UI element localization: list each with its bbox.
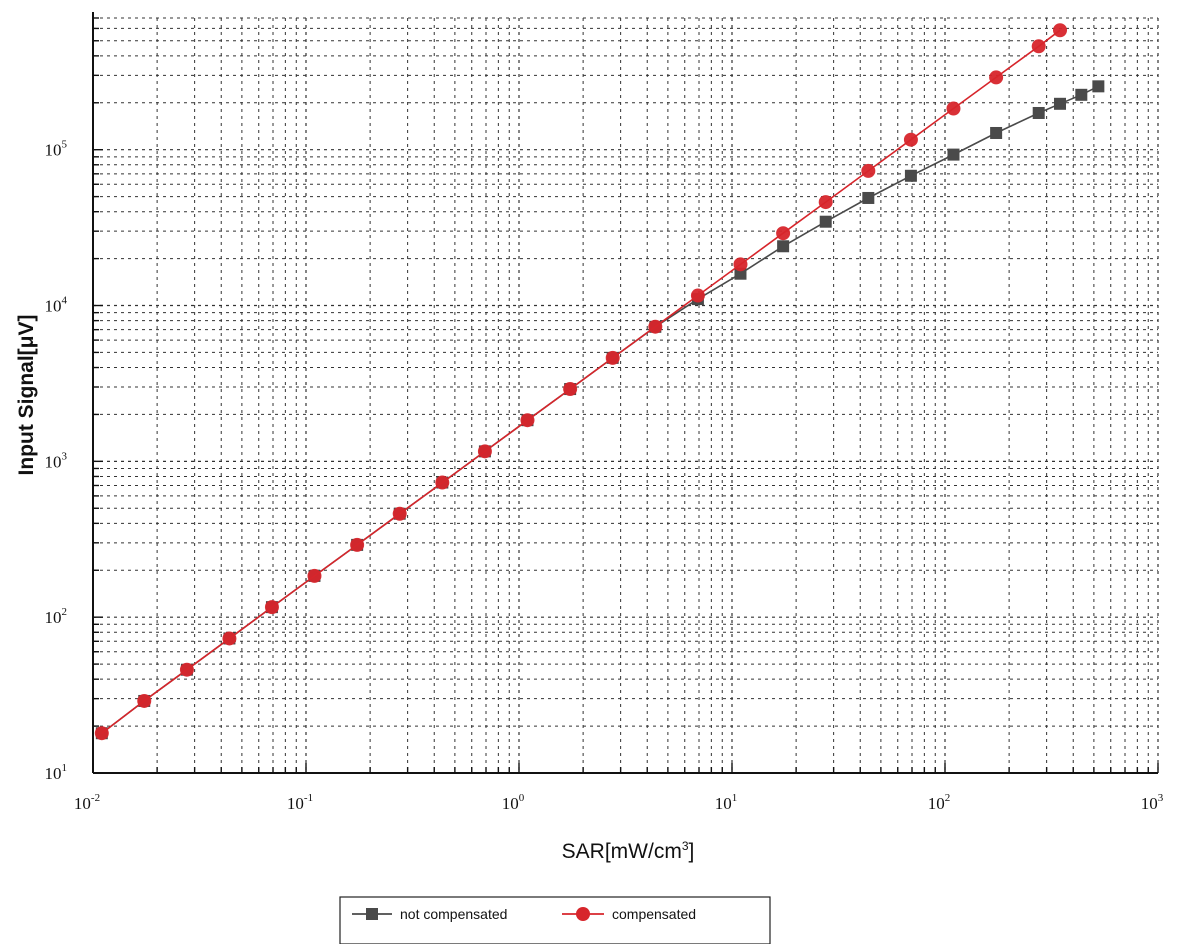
data-point-circle	[1031, 39, 1046, 54]
legend-circle-marker	[576, 907, 590, 921]
x-tick-label: 10-1	[287, 792, 313, 813]
data-point-circle	[861, 163, 876, 178]
data-point-circle	[520, 413, 535, 428]
data-point-circle	[350, 537, 365, 552]
data-point-circle	[733, 257, 748, 272]
series-layer	[94, 23, 1105, 741]
data-point-circle	[392, 506, 407, 521]
y-tick-label: 101	[45, 762, 68, 783]
y-tick-label: 104	[45, 295, 68, 316]
grid-lines	[92, 17, 1159, 774]
data-point-circle	[137, 693, 152, 708]
data-point-circle	[435, 475, 450, 490]
data-point-square	[990, 126, 1003, 139]
legend-item-not-compensated: not compensated	[352, 906, 507, 922]
y-axis-label: Input Signal[μV]	[15, 315, 38, 476]
data-point-square	[734, 267, 747, 280]
axes	[92, 12, 1158, 774]
series-not-compensated	[95, 80, 1105, 740]
data-point-circle	[264, 600, 279, 615]
x-tick-label: 102	[928, 792, 951, 813]
data-point-square	[1032, 106, 1045, 119]
data-point-circle	[690, 288, 705, 303]
data-point-square	[777, 240, 790, 253]
data-point-square	[1092, 80, 1105, 93]
x-tick-label: 103	[1141, 792, 1164, 813]
legend-label-compensated: compensated	[612, 906, 696, 922]
y-tick-label: 103	[45, 450, 68, 471]
y-tick-label: 102	[45, 606, 68, 627]
data-point-circle	[94, 726, 109, 741]
x-tick-label: 101	[715, 792, 738, 813]
data-point-square	[819, 215, 832, 228]
data-point-circle	[1053, 23, 1068, 38]
data-point-circle	[776, 226, 791, 241]
data-point-square	[904, 169, 917, 182]
tick-marks	[92, 17, 1159, 774]
data-point-circle	[946, 101, 961, 116]
x-tick-labels: 10-2 10-1 100 101 102 103	[74, 792, 1164, 813]
legend-label-not-compensated: not compensated	[400, 906, 507, 922]
series-line-compensated	[101, 29, 1061, 734]
legend: not compensated compensated	[339, 896, 771, 944]
data-point-circle	[903, 132, 918, 147]
y-tick-label: 105	[45, 139, 68, 160]
data-point-circle	[307, 568, 322, 583]
data-point-circle	[818, 195, 833, 210]
data-point-square	[862, 191, 875, 204]
data-point-circle	[563, 382, 578, 397]
series-compensated	[94, 23, 1068, 741]
data-point-circle	[477, 444, 492, 459]
data-point-square	[1075, 88, 1088, 101]
x-axis-label: SAR[mW/cm3]	[562, 839, 695, 863]
data-point-circle	[989, 70, 1004, 85]
legend-box	[339, 896, 771, 944]
y-tick-labels: 101 102 103 104 105	[45, 139, 68, 783]
data-point-square	[947, 148, 960, 161]
legend-item-compensated: compensated	[562, 906, 696, 922]
data-point-square	[1054, 97, 1067, 110]
legend-square-marker	[366, 908, 378, 920]
data-point-circle	[605, 350, 620, 365]
data-point-circle	[222, 631, 237, 646]
x-tick-label: 10-2	[74, 792, 100, 813]
data-point-circle	[648, 319, 663, 334]
data-point-circle	[179, 662, 194, 677]
x-tick-label: 100	[502, 792, 525, 813]
series-line-not-compensated	[101, 85, 1099, 734]
